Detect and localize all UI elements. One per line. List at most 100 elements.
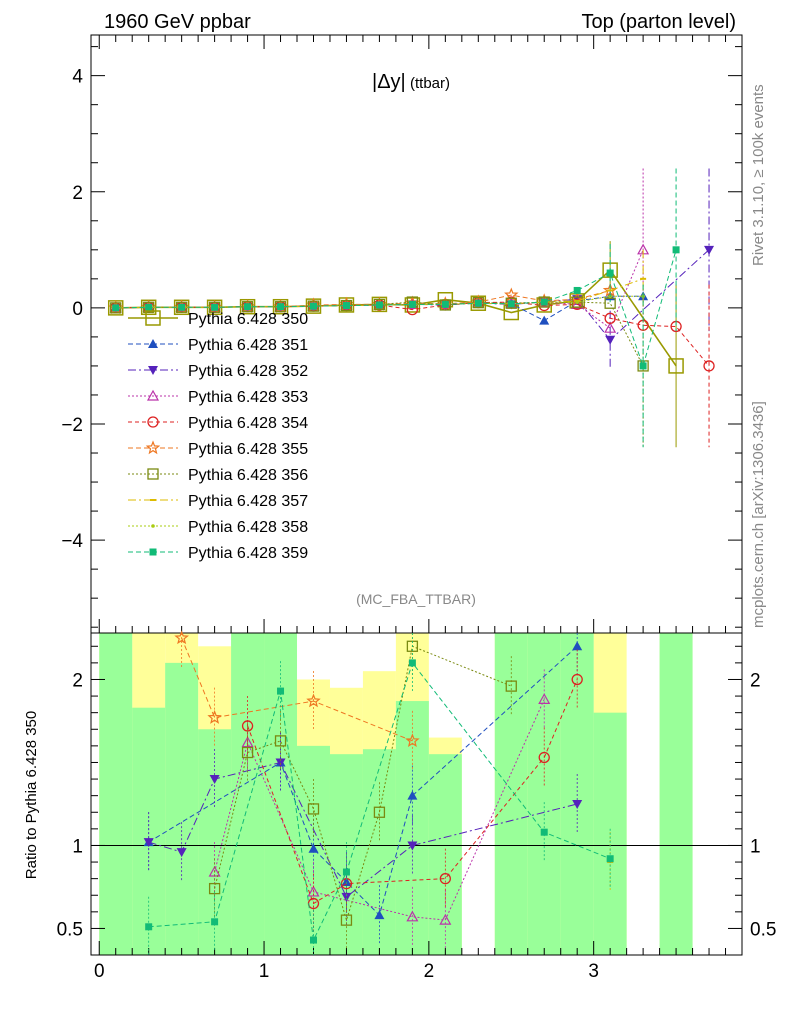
legend-label: Pythia 6.428 353 — [188, 389, 308, 406]
series-point — [507, 300, 515, 308]
legend-label: Pythia 6.428 357 — [188, 493, 308, 510]
series-point — [474, 299, 482, 307]
main-ytick-label: −2 — [61, 415, 83, 436]
ratio-Pythia-6428-359 — [145, 633, 614, 955]
ratio-bands — [99, 633, 693, 955]
series-point — [605, 335, 616, 345]
series-point — [539, 315, 550, 325]
series-point — [703, 360, 715, 372]
main-ytick-label: 4 — [72, 67, 83, 88]
ratio-point — [572, 641, 583, 651]
ratio-Pythia-6428-352 — [143, 732, 583, 927]
ratio-point — [408, 659, 416, 667]
ratio-line — [247, 679, 578, 905]
legend-item: Pythia 6.428 352 — [128, 363, 308, 380]
ratio-point — [405, 733, 420, 748]
series-point — [342, 302, 350, 310]
series-point — [472, 296, 484, 309]
ratio-point — [306, 693, 321, 708]
legend-label: Pythia 6.428 351 — [188, 337, 308, 354]
ratio-point — [341, 876, 352, 886]
legend-item: Pythia 6.428 358 — [128, 519, 308, 536]
ratio-point — [342, 868, 350, 876]
main-ytick-label: 0 — [72, 299, 83, 320]
series-point — [309, 302, 317, 310]
plot-title-sub: (ttbar) — [410, 75, 450, 92]
ratio-point — [572, 799, 583, 809]
series-point — [607, 289, 614, 292]
legend-label: Pythia 6.428 352 — [188, 363, 308, 380]
ratio-point — [277, 687, 285, 695]
header-left: 1960 GeV ppbar — [104, 11, 251, 33]
series-point — [244, 303, 252, 311]
ratio-point — [145, 923, 153, 931]
ratio-band-green — [527, 633, 561, 955]
main-ytick-label: 2 — [72, 183, 83, 204]
mcplots-label: mcplots.cern.ch [arXiv:1306.3436] — [750, 401, 767, 628]
ratio-point — [176, 848, 187, 858]
xtick-label: 3 — [588, 961, 599, 982]
xtick-label: 2 — [424, 961, 435, 982]
ratio-ytick-label: 0.5 — [57, 919, 83, 940]
rivet-label: Rivet 3.1.10, ≥ 100k events — [750, 84, 767, 266]
legend-label: Pythia 6.428 359 — [188, 545, 308, 562]
ratio-point — [538, 751, 550, 764]
ratio-point — [307, 803, 320, 815]
ratio-point — [174, 630, 189, 645]
ratio-band-green — [99, 633, 133, 955]
series-point — [639, 362, 647, 370]
ratio-line — [148, 661, 611, 942]
legend-marker — [147, 468, 159, 480]
legend-marker — [150, 499, 156, 501]
series-point — [573, 286, 581, 294]
main-series — [107, 168, 715, 448]
ratio-point — [373, 806, 386, 818]
legend-label: Pythia 6.428 356 — [188, 467, 308, 484]
ratio-band-green — [494, 633, 528, 955]
series-point — [640, 277, 647, 280]
ratio-ylabel: Ratio to Pythia 6.428 350 — [23, 711, 40, 879]
legend-marker — [148, 366, 158, 375]
ratio-point — [439, 872, 451, 885]
legend-item: Pythia 6.428 359 — [128, 545, 308, 562]
series-point — [672, 246, 680, 254]
xtick-label: 1 — [259, 961, 270, 982]
main-frame — [90, 34, 743, 634]
legend-marker — [151, 524, 155, 528]
legend-label: Pythia 6.428 354 — [188, 415, 308, 432]
ratio-point — [407, 841, 418, 851]
ratio-point — [308, 843, 319, 853]
series-point — [668, 358, 684, 374]
ratio-series — [143, 630, 614, 955]
series-point — [540, 298, 548, 306]
ratio-ytick-label: 1 — [72, 836, 83, 857]
legend-marker — [145, 440, 161, 455]
ratio-point — [341, 892, 352, 902]
legend-item: Pythia 6.428 356 — [128, 467, 308, 484]
ratio-Pythia-6428-355 — [174, 630, 420, 771]
legend-item: Pythia 6.428 350 — [128, 310, 308, 328]
series-line — [115, 249, 677, 368]
legend: Pythia 6.428 350 Pythia 6.428 351 Pythia 6… — [128, 310, 308, 562]
legend-marker — [149, 548, 157, 556]
ratio-band-green — [165, 662, 199, 955]
legend-marker — [147, 416, 159, 428]
ratio-line — [181, 637, 413, 742]
legend-item: Pythia 6.428 357 — [128, 493, 308, 510]
legend-label: Pythia 6.428 355 — [188, 441, 308, 458]
series-point — [439, 299, 451, 311]
ratio-point — [241, 746, 254, 759]
legend-label: Pythia 6.428 358 — [188, 519, 308, 536]
series-point — [604, 321, 617, 333]
ratio-point — [307, 885, 320, 897]
series-Pythia-6428-359 — [112, 168, 680, 448]
series-point — [604, 297, 616, 309]
series-point — [211, 303, 219, 311]
ratio-point — [540, 828, 548, 836]
ratio-point — [211, 918, 219, 926]
legend-item: Pythia 6.428 354 — [128, 415, 308, 432]
ratio-ytick-label-right: 1 — [750, 836, 761, 857]
series-point — [606, 269, 614, 277]
ratio-band-green — [659, 633, 693, 955]
